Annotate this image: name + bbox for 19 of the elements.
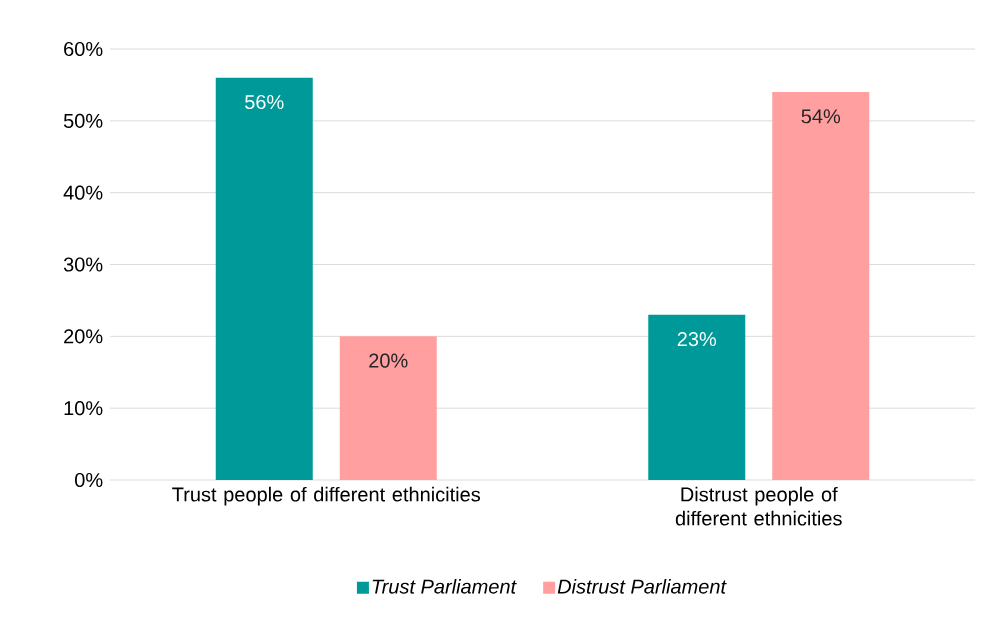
data-label: 20% <box>369 353 408 368</box>
y-tick-label: 30% <box>63 257 103 272</box>
y-tick-label: 50% <box>63 113 103 128</box>
x-tick-label: Trust people of different ethnicities <box>172 486 481 506</box>
data-label: 23% <box>677 331 717 347</box>
y-tick-label: 60% <box>64 41 103 57</box>
data-label: 54% <box>801 109 841 124</box>
y-tick-label: 20% <box>64 329 103 344</box>
data-label: 56% <box>245 94 284 110</box>
y-tick-label: 10% <box>64 401 103 416</box>
bar <box>215 77 313 480</box>
bar <box>339 336 437 480</box>
bar <box>648 314 746 480</box>
x-tick-label: Distrust people of different ethnicities <box>675 486 842 526</box>
bar <box>772 92 870 480</box>
y-tick-label: 0% <box>75 472 103 488</box>
legend-label: Distrust Parliament <box>557 579 727 594</box>
legend-label: Trust Parliament <box>372 579 517 594</box>
y-tick-label: 40% <box>63 185 103 200</box>
